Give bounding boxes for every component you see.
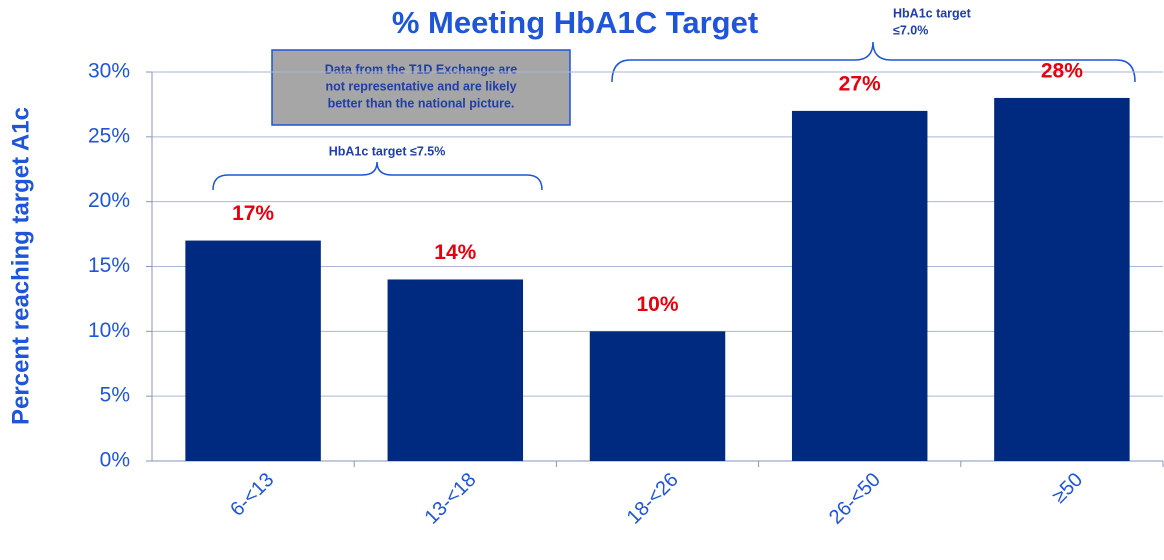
data-label: 14% xyxy=(434,241,476,264)
chart-title: % Meeting HbA1C Target xyxy=(392,5,758,40)
bar xyxy=(185,240,321,461)
bar xyxy=(387,279,524,461)
y-tick-label: 15% xyxy=(88,254,130,277)
y-tick-label: 20% xyxy=(88,189,130,212)
x-tick-label: 26-<50 xyxy=(825,469,885,529)
y-tick-label: 0% xyxy=(100,449,130,472)
x-tick-label: ≥50 xyxy=(1048,469,1087,508)
x-tick-label: 6-<13 xyxy=(226,469,278,521)
data-label: 17% xyxy=(232,202,274,225)
x-tick-label: 13-<18 xyxy=(421,469,481,529)
data-label: 28% xyxy=(1041,59,1083,82)
y-tick-label: 5% xyxy=(100,384,130,407)
annotation: HbA1c target xyxy=(893,6,972,20)
y-tick-label: 10% xyxy=(88,319,130,342)
bar xyxy=(791,110,928,462)
note-line: better than the national picture. xyxy=(328,96,515,110)
bar xyxy=(994,97,1130,461)
note-line: not representative and are likely xyxy=(325,79,516,93)
y-tick-label: 25% xyxy=(88,124,130,147)
note-line: Data from the T1D Exchange are xyxy=(325,62,517,76)
note-background xyxy=(271,49,571,126)
bar xyxy=(589,331,726,461)
y-tick-label: 30% xyxy=(88,60,130,83)
data-label: 27% xyxy=(839,72,881,95)
note-box: Data from the T1D Exchange are not repre… xyxy=(271,49,571,126)
bracket xyxy=(611,41,1136,83)
y-axis-label: Percent reaching target A1c xyxy=(7,107,34,425)
data-label: 10% xyxy=(636,293,678,316)
annotation: HbA1c target ≤7.5% xyxy=(329,144,446,158)
bracket xyxy=(212,161,543,191)
annotation: ≤7.0% xyxy=(893,23,928,37)
x-tick-label: 18-<26 xyxy=(623,469,683,529)
